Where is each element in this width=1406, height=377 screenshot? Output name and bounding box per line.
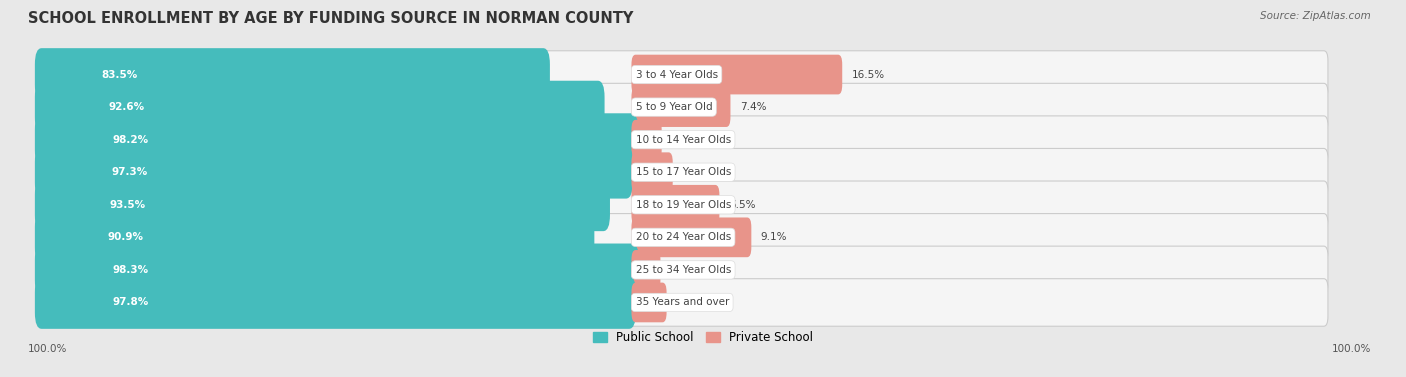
FancyBboxPatch shape bbox=[38, 181, 1327, 228]
Text: 25 to 34 Year Olds: 25 to 34 Year Olds bbox=[636, 265, 731, 275]
FancyBboxPatch shape bbox=[631, 218, 751, 257]
Text: 1.7%: 1.7% bbox=[669, 265, 696, 275]
Text: 3 to 4 Year Olds: 3 to 4 Year Olds bbox=[636, 69, 717, 80]
Text: 2.7%: 2.7% bbox=[682, 167, 709, 177]
FancyBboxPatch shape bbox=[38, 246, 1327, 294]
Text: 9.1%: 9.1% bbox=[761, 232, 787, 242]
FancyBboxPatch shape bbox=[38, 83, 1327, 131]
Text: SCHOOL ENROLLMENT BY AGE BY FUNDING SOURCE IN NORMAN COUNTY: SCHOOL ENROLLMENT BY AGE BY FUNDING SOUR… bbox=[28, 11, 634, 26]
Text: 35 Years and over: 35 Years and over bbox=[636, 297, 728, 308]
Text: 6.5%: 6.5% bbox=[728, 200, 755, 210]
FancyBboxPatch shape bbox=[35, 48, 550, 101]
Text: 100.0%: 100.0% bbox=[28, 344, 67, 354]
Text: 98.2%: 98.2% bbox=[112, 135, 149, 145]
FancyBboxPatch shape bbox=[631, 185, 720, 225]
FancyBboxPatch shape bbox=[631, 152, 672, 192]
FancyBboxPatch shape bbox=[631, 250, 661, 290]
FancyBboxPatch shape bbox=[631, 283, 666, 322]
FancyBboxPatch shape bbox=[38, 279, 1327, 326]
Text: 5 to 9 Year Old: 5 to 9 Year Old bbox=[636, 102, 711, 112]
FancyBboxPatch shape bbox=[35, 244, 638, 296]
FancyBboxPatch shape bbox=[35, 146, 633, 199]
Text: 16.5%: 16.5% bbox=[852, 69, 884, 80]
FancyBboxPatch shape bbox=[631, 87, 731, 127]
Legend: Public School, Private School: Public School, Private School bbox=[588, 326, 818, 349]
FancyBboxPatch shape bbox=[38, 214, 1327, 261]
FancyBboxPatch shape bbox=[631, 55, 842, 94]
Text: 97.3%: 97.3% bbox=[111, 167, 148, 177]
Text: 97.8%: 97.8% bbox=[112, 297, 149, 308]
Text: 18 to 19 Year Olds: 18 to 19 Year Olds bbox=[636, 200, 731, 210]
Text: 1.8%: 1.8% bbox=[671, 135, 697, 145]
Text: 90.9%: 90.9% bbox=[107, 232, 143, 242]
FancyBboxPatch shape bbox=[35, 113, 638, 166]
FancyBboxPatch shape bbox=[38, 51, 1327, 98]
Text: 92.6%: 92.6% bbox=[108, 102, 145, 112]
Text: 20 to 24 Year Olds: 20 to 24 Year Olds bbox=[636, 232, 731, 242]
FancyBboxPatch shape bbox=[35, 81, 605, 133]
Text: Source: ZipAtlas.com: Source: ZipAtlas.com bbox=[1260, 11, 1371, 21]
Text: 2.2%: 2.2% bbox=[676, 297, 703, 308]
FancyBboxPatch shape bbox=[38, 116, 1327, 164]
FancyBboxPatch shape bbox=[631, 120, 662, 159]
Text: 100.0%: 100.0% bbox=[1331, 344, 1371, 354]
FancyBboxPatch shape bbox=[35, 211, 595, 264]
Text: 7.4%: 7.4% bbox=[740, 102, 766, 112]
Text: 98.3%: 98.3% bbox=[112, 265, 149, 275]
Text: 10 to 14 Year Olds: 10 to 14 Year Olds bbox=[636, 135, 731, 145]
Text: 15 to 17 Year Olds: 15 to 17 Year Olds bbox=[636, 167, 731, 177]
Text: 93.5%: 93.5% bbox=[110, 200, 145, 210]
FancyBboxPatch shape bbox=[35, 276, 636, 329]
FancyBboxPatch shape bbox=[38, 149, 1327, 196]
FancyBboxPatch shape bbox=[35, 178, 610, 231]
Text: 83.5%: 83.5% bbox=[101, 69, 138, 80]
